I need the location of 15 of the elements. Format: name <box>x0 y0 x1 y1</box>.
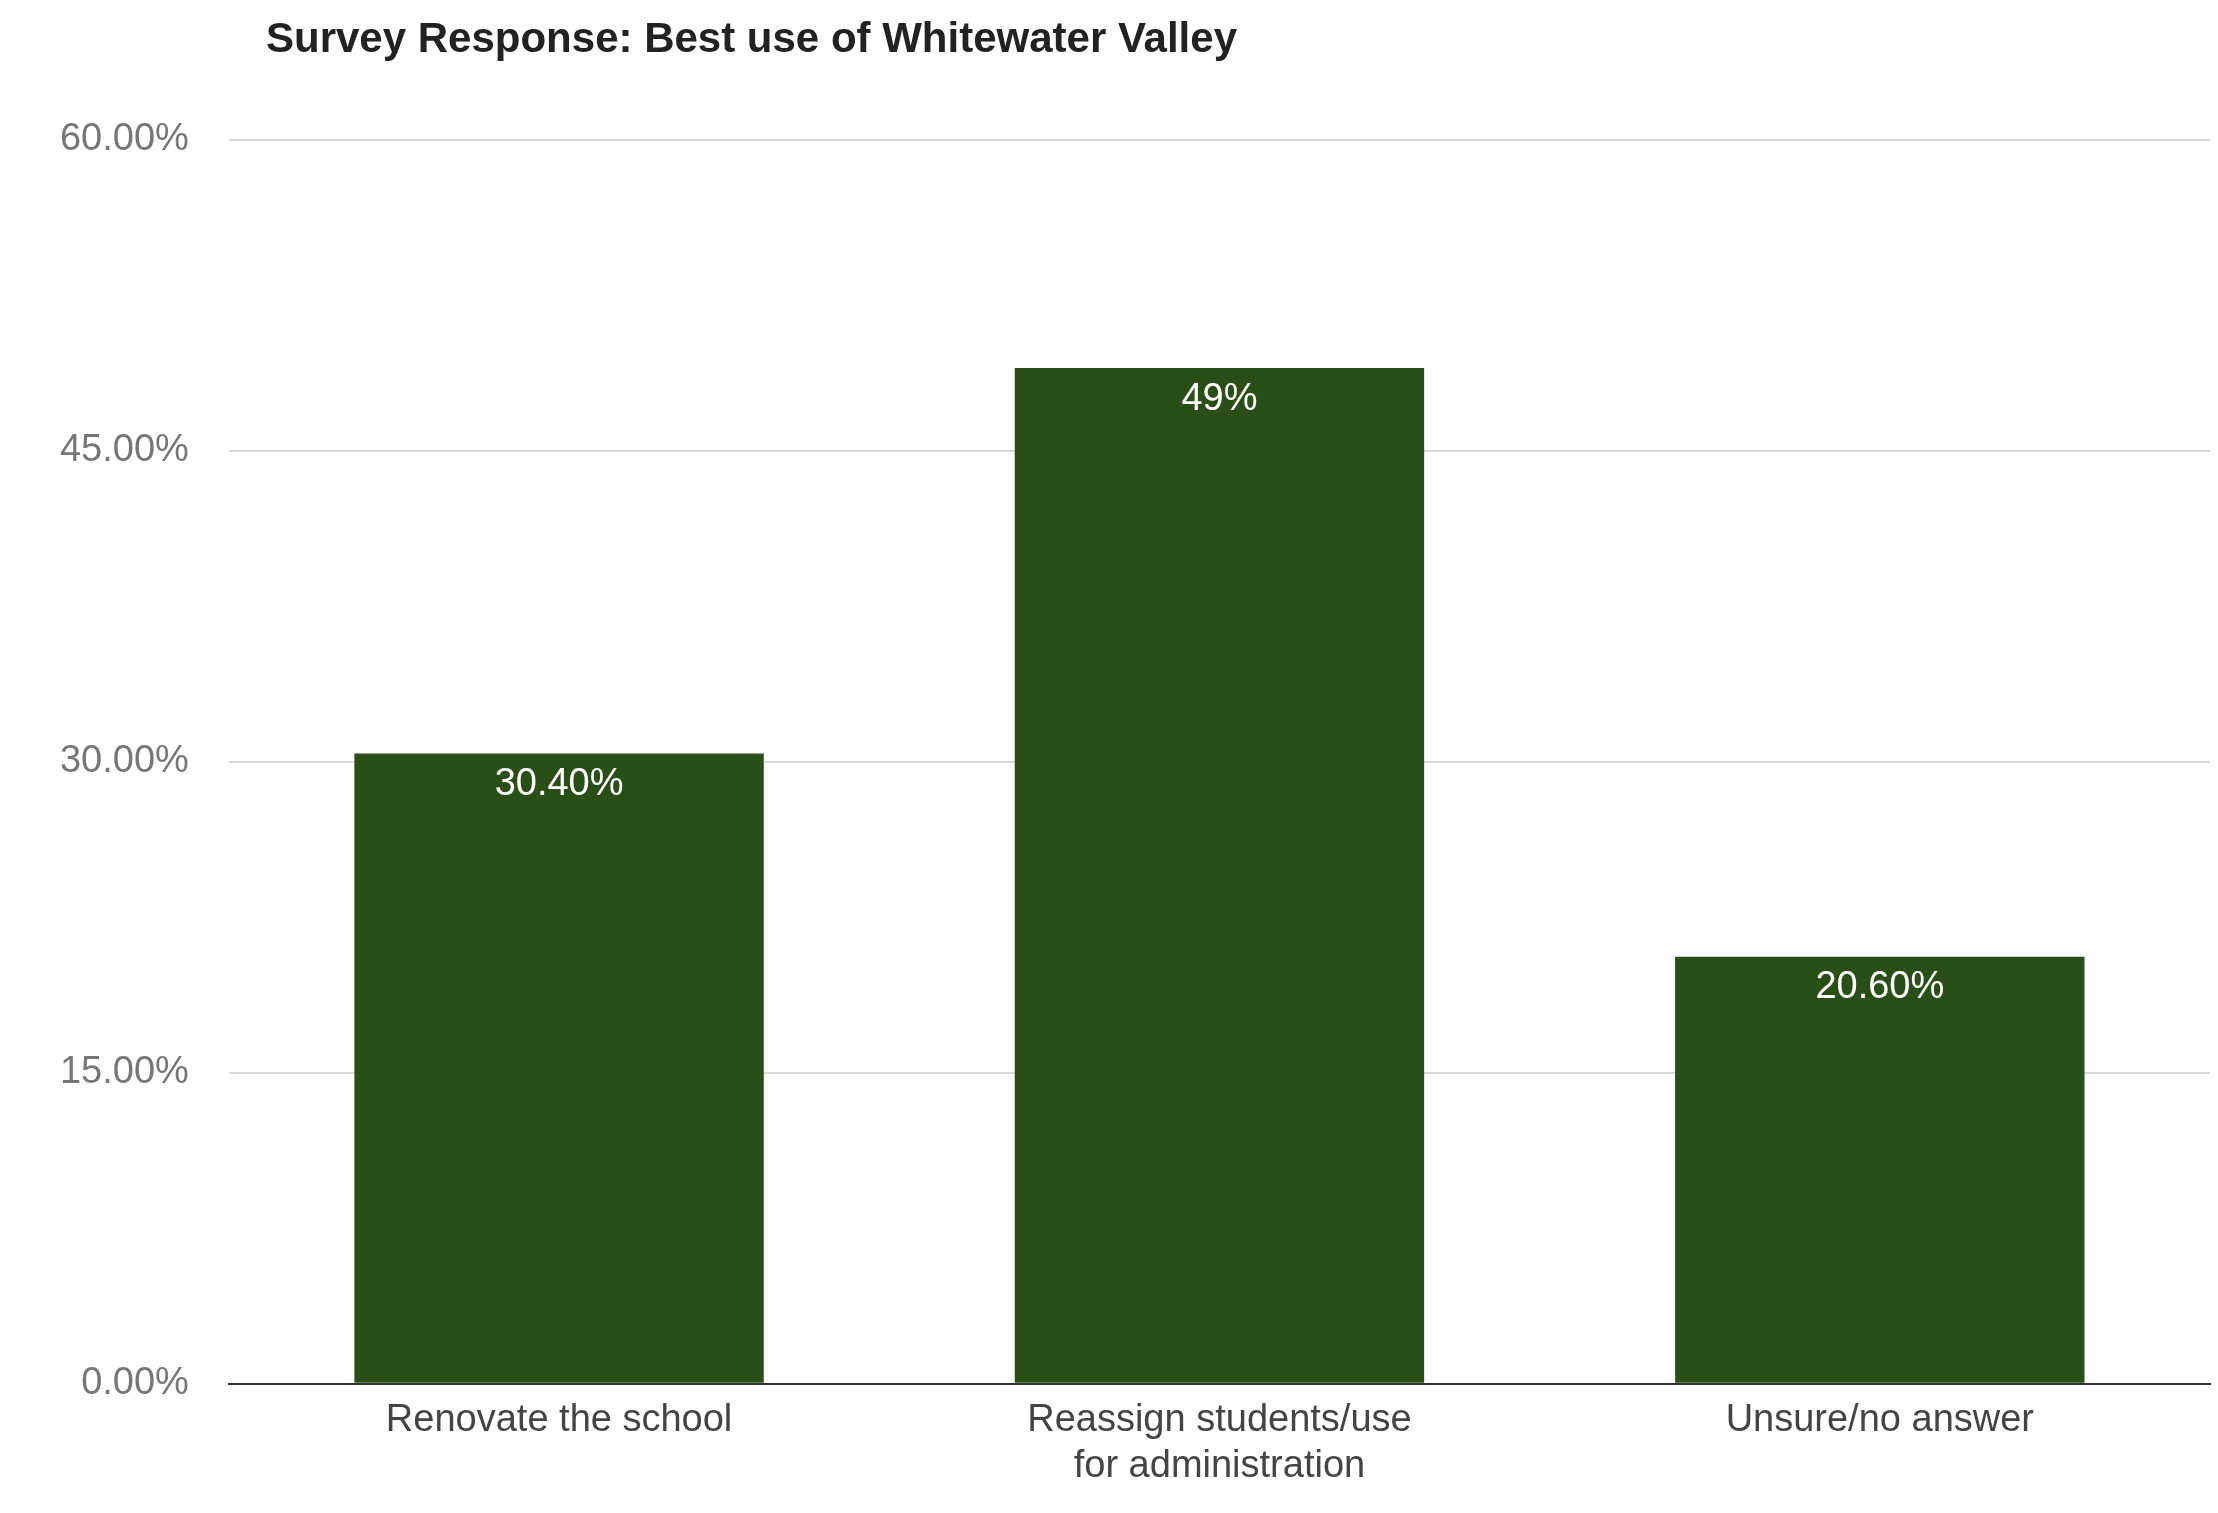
x-tick-label: Reassign students/use for administration <box>1027 1397 1412 1485</box>
chart-title: Survey Response: Best use of Whitewater Valley <box>266 14 1238 62</box>
bar <box>354 753 764 1383</box>
y-tick-label: 45.00% <box>59 427 189 470</box>
y-tick-label: 15.00% <box>59 1049 189 1092</box>
bar <box>1014 368 1425 1383</box>
bar <box>1675 956 2085 1383</box>
y-tick-label: 60.00% <box>59 116 189 159</box>
data-label: 20.60% <box>1815 964 1945 1007</box>
data-label: 30.40% <box>494 761 624 804</box>
x-tick-label: Renovate the school <box>385 1397 733 1440</box>
x-tick-label: Unsure/no answer <box>1725 1397 2035 1440</box>
data-label: 49% <box>1181 375 1258 418</box>
y-tick-label: 30.00% <box>59 738 189 781</box>
y-tick-label: 0.00% <box>81 1360 189 1403</box>
